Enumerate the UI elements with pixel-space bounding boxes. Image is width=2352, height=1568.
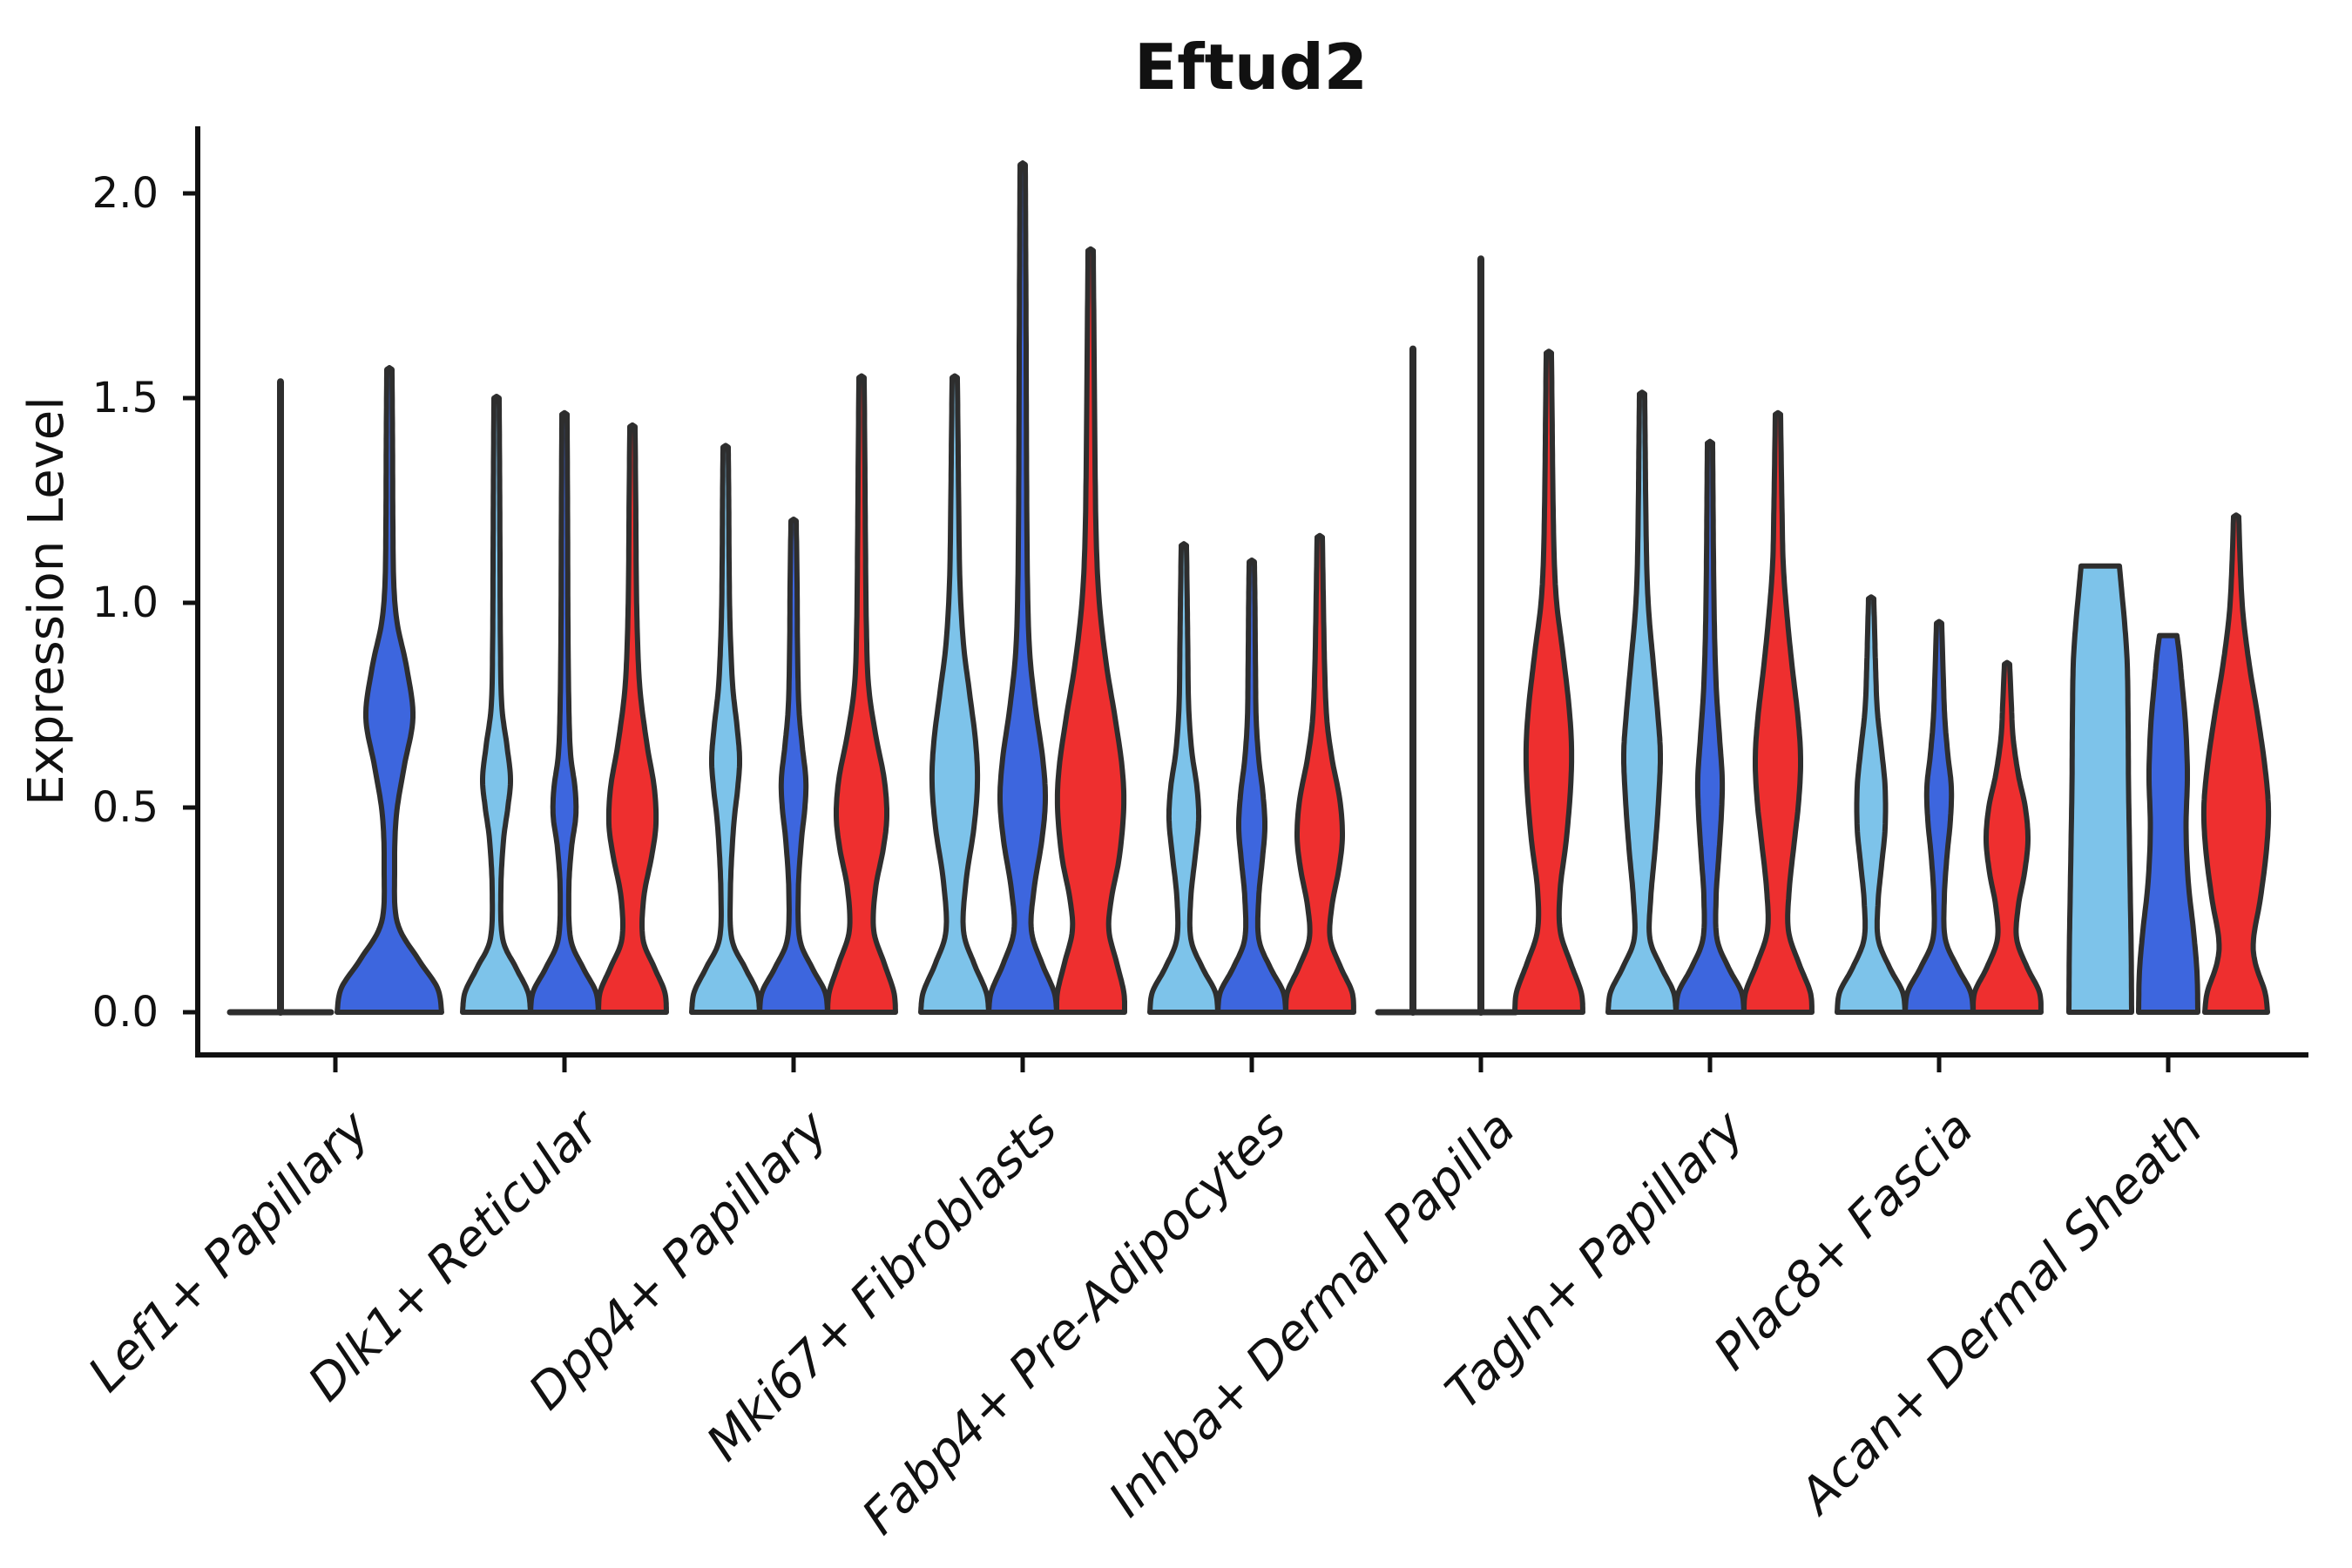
- violin-acan-dermal-sheath-blue: [2136, 632, 2200, 1015]
- violin-mki67-fibroblasts-blue: [986, 160, 1059, 1015]
- violin-lef1-papillary-blue: [335, 365, 444, 1015]
- y-axis-label: Expression Level: [18, 396, 75, 806]
- violin-tagln-papillary-blue: [1673, 438, 1747, 1015]
- violin-dpp4-papillary-blue: [757, 517, 830, 1015]
- violins-layer: [226, 160, 2272, 1016]
- chart-title: Eftud2: [1134, 30, 1368, 104]
- violin-plac8-fascia-blue: [1903, 618, 1976, 1015]
- violin-inhba-dermal-papilla-red: [1512, 348, 1585, 1015]
- violin-acan-dermal-sheath-lightblue: [2066, 563, 2134, 1015]
- violin-fabp4-pre-adipocytes-blue: [1215, 558, 1288, 1015]
- violin-fabp4-pre-adipocytes-lightblue: [1147, 541, 1220, 1015]
- violin-dpp4-papillary-lightblue: [689, 443, 762, 1015]
- violin-mki67-fibroblasts-lightblue: [918, 373, 991, 1015]
- violin-tagln-papillary-red: [1741, 409, 1815, 1015]
- violin-dlk1-reticular-lightblue: [460, 394, 533, 1015]
- y-tick-label: 0.0: [92, 988, 159, 1037]
- violin-acan-dermal-sheath-red: [2200, 512, 2272, 1015]
- y-tick-label: 1.0: [92, 578, 159, 627]
- violin-dlk1-reticular-blue: [528, 409, 601, 1015]
- violin-plac8-fascia-red: [1970, 659, 2044, 1015]
- violin-fabp4-pre-adipocytes-red: [1283, 532, 1356, 1015]
- violin-plac8-fascia-lightblue: [1835, 594, 1908, 1015]
- y-tick-label: 2.0: [92, 169, 159, 218]
- y-tick-label: 0.5: [92, 783, 159, 832]
- y-tick-label: 1.5: [92, 374, 159, 422]
- violin-dpp4-papillary-red: [825, 373, 898, 1015]
- violin-mki67-fibroblasts-red: [1054, 246, 1127, 1015]
- y-axis-ticks: 0.0 0.5 1.0 1.5 2.0: [92, 169, 198, 1037]
- violin-dlk1-reticular-red: [596, 422, 669, 1015]
- violin-tagln-papillary-lightblue: [1605, 389, 1679, 1015]
